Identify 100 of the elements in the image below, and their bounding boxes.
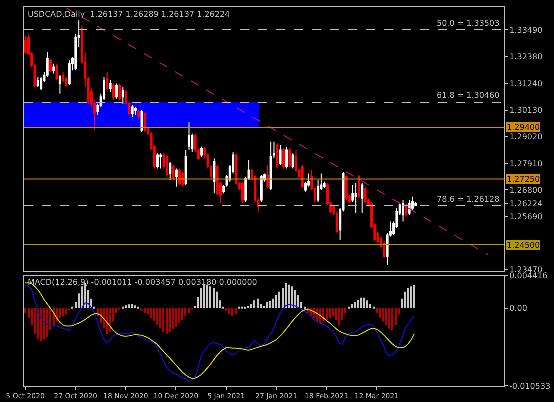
candlestick [118, 83, 122, 102]
bar [366, 300, 368, 308]
bar [391, 308, 394, 331]
bar [40, 308, 42, 342]
bar [357, 300, 359, 308]
bar [253, 300, 256, 308]
candlestick [172, 164, 175, 181]
candlestick [131, 105, 134, 118]
candlestick [144, 112, 146, 133]
bar [65, 308, 68, 315]
bar [109, 308, 111, 332]
candlestick [411, 196, 414, 211]
bar [404, 292, 406, 308]
candlestick [188, 122, 191, 151]
candlestick [56, 63, 58, 81]
bar [231, 308, 234, 316]
candlestick [266, 164, 270, 190]
y-tick-label: 1.32380 [510, 52, 543, 62]
candlestick [112, 83, 115, 102]
candlestick [364, 186, 367, 204]
y-tick-label: 1.29020 [510, 132, 543, 142]
candlestick [58, 74, 62, 94]
bar [269, 301, 271, 308]
y-tick-label: 0.004416 [510, 272, 548, 281]
candlestick [134, 106, 138, 116]
candlestick [241, 181, 244, 204]
candlestick [182, 172, 184, 188]
bar [285, 283, 287, 308]
ref-line-label: 78.6 = 1.26128 [437, 195, 500, 204]
candlestick [46, 52, 49, 78]
bar [84, 283, 86, 308]
bar [81, 286, 83, 308]
bar [144, 308, 146, 313]
bar [150, 308, 152, 318]
bar [178, 308, 180, 324]
y-tick-label: 1.33490 [510, 26, 543, 35]
candlestick [140, 110, 144, 133]
bar [250, 304, 252, 308]
bar [181, 308, 184, 320]
bar [235, 308, 237, 314]
candlestick [68, 60, 71, 86]
y-tick-label: 1.26800 [510, 186, 543, 195]
bar [413, 284, 416, 308]
bar [351, 304, 353, 308]
ref-line-label: 1.24500 [507, 241, 540, 250]
bar [200, 288, 202, 308]
bar [43, 308, 46, 340]
candlestick [361, 183, 364, 214]
bar [294, 290, 296, 308]
candlestick [288, 148, 292, 168]
candlestick [292, 153, 294, 170]
bar [128, 304, 130, 308]
y-tick-label: -0.010533 [510, 382, 551, 391]
candlestick [40, 76, 43, 91]
candlestick [65, 76, 68, 88]
candlestick [260, 174, 263, 202]
candlestick [301, 164, 304, 190]
candlestick [169, 162, 172, 181]
candlestick [282, 148, 285, 170]
bar [172, 308, 174, 330]
candlestick [175, 168, 178, 188]
candlestick [160, 153, 162, 170]
bar [326, 308, 328, 320]
bar [263, 306, 265, 308]
candlestick [122, 86, 124, 104]
y-tick-label: 1.25690 [510, 212, 543, 222]
bar [332, 308, 334, 316]
bar [385, 308, 388, 326]
candlestick [200, 146, 204, 158]
bar [188, 308, 190, 313]
bar [125, 306, 127, 308]
bar [379, 308, 381, 318]
ref-line-label: 61.8 = 1.30460 [437, 91, 500, 100]
candlestick [270, 141, 272, 191]
y-tick-label: 1.31240 [510, 80, 543, 89]
bar [134, 306, 136, 308]
bar [278, 292, 280, 308]
bar [213, 288, 215, 308]
bar [166, 308, 168, 334]
candlestick [166, 154, 168, 178]
bar [147, 308, 149, 315]
bar [169, 308, 171, 332]
bar [363, 298, 366, 308]
candlestick [402, 200, 405, 222]
bar [106, 308, 108, 334]
candlestick [49, 58, 52, 73]
bar [140, 308, 142, 312]
y-tick-label: 1.23470 [510, 265, 543, 274]
candlestick [286, 146, 288, 170]
bar [159, 308, 162, 329]
ref-line-label: 50.0 = 1.33503 [437, 19, 500, 28]
candlestick [213, 158, 216, 194]
bar [338, 308, 340, 326]
candlestick [354, 183, 358, 214]
bar [291, 286, 293, 308]
y-tick-label: 0.00 [510, 304, 528, 314]
bar [272, 298, 274, 308]
candlestick [62, 72, 65, 83]
bar [37, 308, 39, 340]
candlestick [109, 80, 112, 93]
